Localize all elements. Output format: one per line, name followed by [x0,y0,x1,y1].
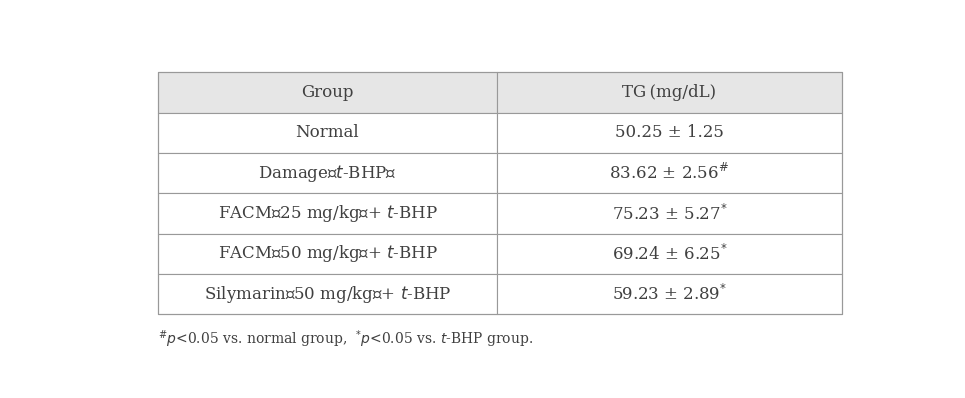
Text: 69.24 ± 6.25$^{*}$: 69.24 ± 6.25$^{*}$ [612,244,728,264]
Text: FACM（50 mg/kg）+ $t$-BHP: FACM（50 mg/kg）+ $t$-BHP [217,243,437,264]
Text: 83.62 ± 2.56$^{\#}$: 83.62 ± 2.56$^{\#}$ [610,163,730,183]
Text: FACM（25 mg/kg）+ $t$-BHP: FACM（25 mg/kg）+ $t$-BHP [217,203,437,224]
Bar [158,234,497,274]
Bar [158,193,497,234]
Bar [158,153,497,193]
Text: Group: Group [301,84,353,101]
Bar [158,72,497,113]
Bar [497,274,842,314]
Bar [497,153,842,193]
Bar [497,193,842,234]
Bar [158,113,497,153]
Text: 50.25 ± 1.25: 50.25 ± 1.25 [615,124,724,141]
Bar [158,72,842,314]
Text: Damage（$t$-BHP）: Damage（$t$-BHP） [259,163,397,183]
Bar [497,234,842,274]
Text: TG (mg/dL): TG (mg/dL) [622,84,717,101]
Bar [158,274,497,314]
Text: 59.23 ± 2.89$^{*}$: 59.23 ± 2.89$^{*}$ [612,284,727,304]
Bar [497,113,842,153]
Text: Silymarin（50 mg/kg）+ $t$-BHP: Silymarin（50 mg/kg）+ $t$-BHP [204,284,452,305]
Bar [497,72,842,113]
Text: 75.23 ± 5.27$^{*}$: 75.23 ± 5.27$^{*}$ [612,203,728,224]
Text: Normal: Normal [295,124,359,141]
Text: $^{\#}$$p$<0.05 vs. normal group,  $^{*}$$p$<0.05 vs. $t$-BHP group.: $^{\#}$$p$<0.05 vs. normal group, $^{*}$… [158,328,533,350]
